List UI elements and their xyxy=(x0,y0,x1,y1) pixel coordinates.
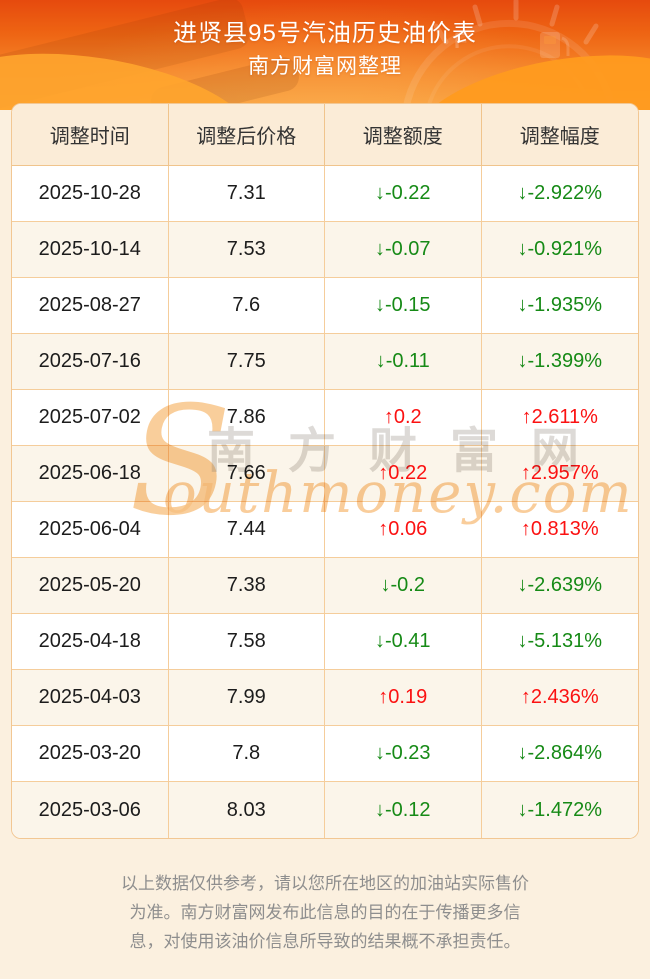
cell-change-percent: ↑2.436% xyxy=(481,670,638,726)
disclaimer: 以上数据仅供参考，请以您所在地区的加油站实际售价 为准。南方财富网发布此信息的目的… xyxy=(45,869,605,956)
table-row: 2025-08-27 7.6 ↓-0.15 ↓-1.935% xyxy=(12,278,638,334)
cell-adjust-date: 2025-06-18 xyxy=(12,446,169,502)
column-header-change-percent: 调整幅度 xyxy=(481,104,638,166)
cell-adjust-date: 2025-04-03 xyxy=(12,670,169,726)
table-row: 2025-04-03 7.99 ↑0.19 ↑2.436% xyxy=(12,670,638,726)
cell-adjust-date: 2025-08-27 xyxy=(12,278,169,334)
cell-change-amount: ↑0.2 xyxy=(325,390,482,446)
cell-price-after: 8.03 xyxy=(168,782,325,838)
cell-change-amount: ↓-0.2 xyxy=(325,558,482,614)
pump-icon xyxy=(540,32,570,58)
cell-change-amount: ↓-0.07 xyxy=(325,222,482,278)
column-header-adjust-date: 调整时间 xyxy=(12,104,169,166)
cell-adjust-date: 2025-07-16 xyxy=(12,334,169,390)
table-row: 2025-05-20 7.38 ↓-0.2 ↓-2.639% xyxy=(12,558,638,614)
cell-change-percent: ↓-2.639% xyxy=(481,558,638,614)
cell-price-after: 7.75 xyxy=(168,334,325,390)
table-row: 2025-03-20 7.8 ↓-0.23 ↓-2.864% xyxy=(12,726,638,782)
table-row: 2025-07-02 7.86 ↑0.2 ↑2.611% xyxy=(12,390,638,446)
cell-price-after: 7.86 xyxy=(168,390,325,446)
table-row: 2025-06-04 7.44 ↑0.06 ↑0.813% xyxy=(12,502,638,558)
cell-price-after: 7.8 xyxy=(168,726,325,782)
disclaimer-line: 为准。南方财富网发布此信息的目的在于传播更多信 xyxy=(129,903,521,922)
header-banner: F 进贤县95号汽油历史油价表 南方财富网整理 xyxy=(0,0,650,110)
column-header-change-amount: 调整额度 xyxy=(325,104,482,166)
price-history-table: 调整时间 调整后价格 调整额度 调整幅度 2025-10-28 7.31 ↓-0… xyxy=(12,104,638,838)
price-table-container: 调整时间 调整后价格 调整额度 调整幅度 2025-10-28 7.31 ↓-0… xyxy=(11,103,639,839)
disclaimer-line: 以上数据仅供参考，请以您所在地区的加油站实际售价 xyxy=(121,874,529,893)
cell-change-percent: ↓-1.399% xyxy=(481,334,638,390)
cell-adjust-date: 2025-04-18 xyxy=(12,614,169,670)
cell-change-amount: ↑0.22 xyxy=(325,446,482,502)
column-header-price-after: 调整后价格 xyxy=(168,104,325,166)
cell-change-amount: ↓-0.41 xyxy=(325,614,482,670)
table-row: 2025-10-28 7.31 ↓-0.22 ↓-2.922% xyxy=(12,166,638,222)
cell-change-percent: ↓-5.131% xyxy=(481,614,638,670)
cell-adjust-date: 2025-07-02 xyxy=(12,390,169,446)
price-table-box: 调整时间 调整后价格 调整额度 调整幅度 2025-10-28 7.31 ↓-0… xyxy=(11,103,639,839)
cell-adjust-date: 2025-05-20 xyxy=(12,558,169,614)
table-row: 2025-10-14 7.53 ↓-0.07 ↓-0.921% xyxy=(12,222,638,278)
table-row: 2025-04-18 7.58 ↓-0.41 ↓-5.131% xyxy=(12,614,638,670)
cell-change-amount: ↓-0.15 xyxy=(325,278,482,334)
cell-change-percent: ↓-2.922% xyxy=(481,166,638,222)
cell-adjust-date: 2025-03-06 xyxy=(12,782,169,838)
cell-change-percent: ↑2.611% xyxy=(481,390,638,446)
cell-price-after: 7.38 xyxy=(168,558,325,614)
cell-adjust-date: 2025-10-28 xyxy=(12,166,169,222)
page-subtitle: 南方财富网整理 xyxy=(248,55,402,78)
page: F 进贤县95号汽油历史油价表 南方财富网整理 调整时间 调整后价格 调整额度 … xyxy=(0,0,650,956)
cell-change-amount: ↑0.19 xyxy=(325,670,482,726)
table-header-row: 调整时间 调整后价格 调整额度 调整幅度 xyxy=(12,104,638,166)
disclaimer-line: 息，对使用该油价信息所导致的结果概不承担责任。 xyxy=(129,932,521,951)
cell-price-after: 7.58 xyxy=(168,614,325,670)
cell-price-after: 7.6 xyxy=(168,278,325,334)
gauge-full-letter: F xyxy=(454,28,467,53)
cell-change-amount: ↓-0.12 xyxy=(325,782,482,838)
cell-change-amount: ↓-0.23 xyxy=(325,726,482,782)
cell-change-percent: ↓-1.935% xyxy=(481,278,638,334)
cell-change-amount: ↑0.06 xyxy=(325,502,482,558)
cell-adjust-date: 2025-03-20 xyxy=(12,726,169,782)
cell-change-percent: ↓-0.921% xyxy=(481,222,638,278)
cell-change-amount: ↓-0.11 xyxy=(325,334,482,390)
cell-adjust-date: 2025-06-04 xyxy=(12,502,169,558)
cell-price-after: 7.99 xyxy=(168,670,325,726)
cell-change-percent: ↑0.813% xyxy=(481,502,638,558)
cell-price-after: 7.66 xyxy=(168,446,325,502)
page-title: 进贤县95号汽油历史油价表 xyxy=(173,20,477,47)
table-row: 2025-03-06 8.03 ↓-0.12 ↓-1.472% xyxy=(12,782,638,838)
cell-change-percent: ↑2.957% xyxy=(481,446,638,502)
cell-change-percent: ↓-1.472% xyxy=(481,782,638,838)
table-row: 2025-07-16 7.75 ↓-0.11 ↓-1.399% xyxy=(12,334,638,390)
table-row: 2025-06-18 7.66 ↑0.22 ↑2.957% xyxy=(12,446,638,502)
cell-adjust-date: 2025-10-14 xyxy=(12,222,169,278)
cell-change-amount: ↓-0.22 xyxy=(325,166,482,222)
cell-price-after: 7.44 xyxy=(168,502,325,558)
cell-price-after: 7.31 xyxy=(168,166,325,222)
cell-price-after: 7.53 xyxy=(168,222,325,278)
cell-change-percent: ↓-2.864% xyxy=(481,726,638,782)
